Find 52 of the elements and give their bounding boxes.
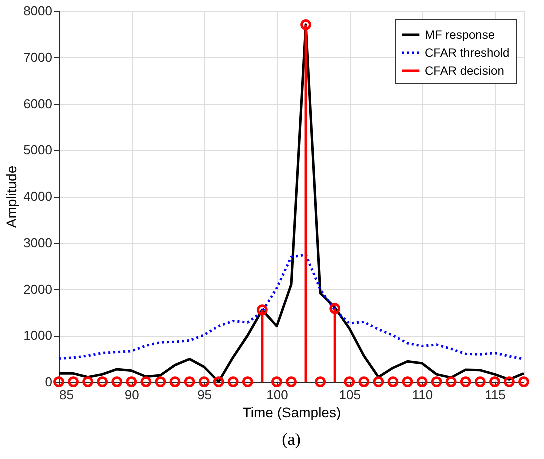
point — [388, 376, 399, 388]
point — [198, 376, 210, 388]
x-tick-label: 85 — [60, 388, 74, 402]
point — [140, 376, 152, 388]
point — [490, 376, 500, 388]
point — [518, 376, 530, 388]
x-tick-label: 110 — [412, 388, 434, 402]
x-tick-label: 100 — [266, 388, 288, 402]
y-tick-label: 5000 — [24, 142, 52, 158]
y-tick-label: 1000 — [24, 328, 52, 344]
y-tick-label: 0 — [45, 374, 52, 390]
point — [504, 376, 515, 388]
point — [82, 376, 94, 388]
point — [402, 376, 414, 388]
point — [228, 376, 239, 388]
point — [97, 376, 108, 388]
y-axis-title: Amplitude — [4, 166, 20, 228]
point — [170, 376, 181, 388]
point — [272, 376, 282, 388]
y-tick-label: 6000 — [24, 96, 52, 112]
y-tick-label: 8000 — [24, 4, 52, 18]
point — [344, 376, 356, 388]
legend-label: MF response — [425, 28, 496, 42]
point — [315, 376, 326, 388]
y-tick-label: 4000 — [24, 189, 52, 204]
point — [358, 376, 370, 388]
x-tick-label: 90 — [124, 388, 140, 402]
point — [446, 376, 457, 388]
y-tick-label: 7000 — [24, 50, 52, 65]
point — [184, 376, 196, 388]
point — [286, 376, 297, 388]
point — [54, 376, 64, 388]
x-tick-label: 115 — [485, 388, 506, 402]
point — [126, 376, 138, 388]
point — [416, 376, 428, 388]
x-tick-label: 105 — [339, 388, 361, 402]
x-tick-label: 95 — [198, 388, 212, 402]
point — [112, 376, 123, 388]
point — [155, 376, 166, 388]
text: (a) — [282, 430, 301, 449]
legend-label: CFAR decision — [425, 64, 504, 78]
point — [474, 376, 486, 388]
point — [68, 376, 79, 388]
point — [373, 376, 384, 388]
point — [242, 376, 254, 388]
y-tick-label: 2000 — [24, 282, 52, 297]
x-axis-title: Time (Samples) — [242, 404, 342, 420]
point — [460, 376, 472, 388]
y-tick-label: 3000 — [24, 235, 52, 250]
point — [213, 376, 224, 388]
point — [431, 376, 442, 388]
legend-label: CFAR threshold — [425, 46, 510, 60]
